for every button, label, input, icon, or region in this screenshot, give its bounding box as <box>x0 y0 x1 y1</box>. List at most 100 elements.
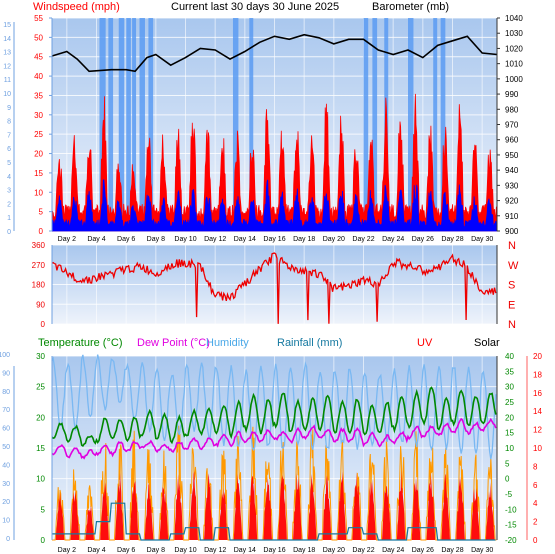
wind-event-bars <box>99 18 446 231</box>
temperature-tick-label: 30 <box>505 383 514 392</box>
direction-tick-label: 90 <box>36 300 45 309</box>
temperature-tick-label: -20 <box>505 536 517 545</box>
wind-x-tick-label: Day 22 <box>352 236 374 243</box>
barometer-tick-label: 1030 <box>505 29 523 38</box>
wind-tick-label: 50 <box>34 33 43 42</box>
compass-label: N <box>508 240 516 252</box>
uv-series <box>52 469 497 540</box>
temperature-x-tick-label: Day 30 <box>471 547 493 554</box>
temperature-tick-label: -5 <box>505 490 513 499</box>
temperature-x-axis: Day 2 Day 4 Day 6 Day 8 Day 10 Day 12 Day 14 Da… <box>58 547 494 554</box>
left-tick-label: 30 <box>36 352 45 361</box>
barometer-tick-label: 910 <box>505 212 519 221</box>
barometer-tick-label: 980 <box>505 105 519 114</box>
temperature-x-tick-label: Day 6 <box>117 547 135 554</box>
direction-tick-label: 360 <box>32 241 46 250</box>
uv-tick-label: 18 <box>533 370 542 379</box>
barometer-tick-label: 1040 <box>505 14 523 23</box>
wind-mirror-tick-label: 8 <box>7 119 11 126</box>
barometer-tick-label: 960 <box>505 136 519 145</box>
compass-label: N <box>508 319 516 331</box>
wind-tick-label: 25 <box>34 130 43 139</box>
wind-direction-series <box>51 252 497 324</box>
wind-tick-label: 30 <box>34 111 43 120</box>
temperature-tick-label: -10 <box>505 505 517 514</box>
compass-label: W <box>508 260 519 272</box>
barometer-series <box>51 33 498 73</box>
humidity-legend: Humidity <box>206 337 249 349</box>
wind-x-tick-label: Day 2 <box>58 236 76 243</box>
rainfall-series <box>52 502 496 541</box>
humidity-tick-label: 90 <box>2 370 10 377</box>
temperature-series <box>51 354 497 541</box>
wind-x-tick-label: Day 24 <box>382 236 404 243</box>
barometer-tick-label: 1010 <box>505 60 523 69</box>
solar-legend: Solar <box>474 337 500 349</box>
wind-event-bar <box>372 18 378 231</box>
barometer-tick-label: 990 <box>505 90 519 99</box>
left-tick-label: 15 <box>36 444 45 453</box>
wind-mirror-tick-label: 13 <box>3 50 11 57</box>
barometer-tick-label: 1020 <box>505 44 523 53</box>
wind-event-bar <box>132 18 137 231</box>
humidity-series <box>51 354 497 460</box>
temperature-x-tick-label: Day 10 <box>174 547 196 554</box>
wind-mirror-tick-label: 10 <box>3 91 11 98</box>
temperature-x-tick-label: Day 20 <box>323 547 345 554</box>
temperature-tick-label: 35 <box>505 367 514 376</box>
wind-event-bar <box>108 18 114 231</box>
left-tick-label: 25 <box>36 383 45 392</box>
temperature-x-tick-label: Day 4 <box>87 547 105 554</box>
left-tick-label: 5 <box>41 505 46 514</box>
temperature-tick-label: 0 <box>505 475 510 484</box>
uv-tick-label: 6 <box>533 481 538 490</box>
uv-tick-label: 10 <box>533 444 542 453</box>
temperature-x-tick-label: Day 28 <box>441 547 463 554</box>
wind-x-tick-label: Day 18 <box>293 236 315 243</box>
temperature-tick-label: 25 <box>505 398 514 407</box>
wind-mirror-tick-label: 6 <box>7 146 11 153</box>
temperature-series <box>51 386 497 448</box>
wind-event-bar <box>99 18 106 231</box>
temperature-legend: Temperature (°C) <box>38 337 122 349</box>
wind-x-tick-label: Day 30 <box>471 236 493 243</box>
uv-tick-label: 2 <box>533 518 538 527</box>
wind-axes: 0510152025303540455055012345678910111213… <box>3 14 523 236</box>
wind-mirror-tick-label: 14 <box>3 36 11 43</box>
barometer-tick-label: 930 <box>505 181 519 190</box>
wind-mirror-tick-label: 11 <box>4 77 11 84</box>
uv-tick-label: 16 <box>533 389 542 398</box>
wind-x-tick-label: Day 12 <box>204 236 226 243</box>
direction-gridlines <box>52 244 497 325</box>
wind-event-bar <box>126 18 131 231</box>
compass-label: E <box>508 299 515 311</box>
wind-event-bar <box>440 18 446 231</box>
humidity-tick-label: 60 <box>2 426 10 433</box>
uv-tick-label: 0 <box>533 536 538 545</box>
wind-mirror-tick-label: 15 <box>3 22 11 29</box>
humidity-tick-label: 70 <box>2 407 10 414</box>
wind-mirror-tick-label: 5 <box>7 160 11 167</box>
temperature-x-tick-label: Day 22 <box>352 547 374 554</box>
compass-label: S <box>508 280 515 292</box>
wind-event-bar <box>232 18 239 231</box>
wind-mirror-tick-label: 4 <box>7 174 11 181</box>
direction-tick-label: 0 <box>41 320 46 329</box>
wind-barometer-chart: 0510152025303540455055012345678910111213… <box>3 14 523 243</box>
temperature-x-tick-label: Day 26 <box>412 547 434 554</box>
uv-tick-label: 8 <box>533 462 538 471</box>
temperature-x-tick-label: Day 14 <box>234 547 256 554</box>
wind-event-bar <box>363 18 369 231</box>
barometer-tick-label: 970 <box>505 121 519 130</box>
direction-series <box>51 252 497 324</box>
wind-mirror-tick-label: 2 <box>7 201 11 208</box>
barometer-tick-label: 1000 <box>505 75 523 84</box>
temperature-tick-label: 10 <box>505 444 514 453</box>
wind-tick-label: 45 <box>34 53 43 62</box>
wind-mirror-tick-label: 0 <box>7 229 11 236</box>
wind-mean-series <box>51 179 498 232</box>
temperature-tick-label: 15 <box>505 429 514 438</box>
direction-tick-label: 270 <box>32 261 46 270</box>
humidity-tick-label: 40 <box>2 462 10 469</box>
